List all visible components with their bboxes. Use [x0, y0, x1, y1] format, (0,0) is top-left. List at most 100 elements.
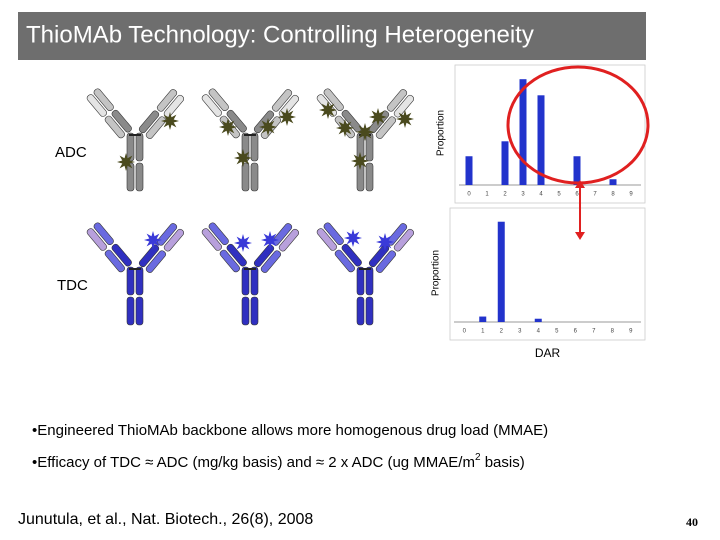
drug-payload	[278, 108, 296, 126]
chain-segment	[341, 243, 362, 267]
fc-chain	[126, 266, 135, 296]
drug-payload	[234, 149, 252, 167]
drug-payload	[376, 233, 394, 251]
chain-segment	[260, 250, 282, 273]
bar	[479, 316, 487, 322]
antibody	[86, 222, 185, 326]
antibody-arm	[253, 89, 300, 139]
drug-payload	[351, 152, 369, 170]
title: ThioMAb Technology: Controlling Heteroge…	[26, 21, 534, 48]
x-tick-label: 2	[500, 329, 504, 335]
x-tick-label: 3	[521, 192, 525, 198]
chain-segment	[375, 250, 397, 273]
x-tick-label: 0	[467, 192, 471, 198]
bar	[497, 221, 505, 322]
x-tick-label: 1	[485, 192, 489, 198]
chain-segment	[111, 243, 132, 267]
drug-payload	[369, 108, 387, 126]
bar	[534, 318, 542, 322]
chain-segment	[316, 228, 337, 251]
bar	[609, 179, 617, 185]
chain-segment	[334, 249, 355, 273]
chain-segment	[208, 88, 229, 112]
drug-payload	[219, 118, 237, 136]
chain-segment	[219, 249, 240, 273]
fc-chain	[135, 162, 144, 192]
bar	[465, 156, 473, 185]
x-tick-label: 7	[593, 192, 597, 198]
chain-segment	[163, 228, 185, 252]
antibody-arm	[368, 223, 415, 273]
chain-segment	[201, 228, 222, 251]
chain-segment	[323, 88, 344, 112]
antibody-arm	[86, 222, 132, 273]
drug-payload	[117, 153, 135, 171]
superscript: 2	[475, 452, 481, 463]
adc-label: ADC	[55, 144, 87, 161]
chain-segment	[226, 109, 247, 133]
antibody-arm	[138, 89, 185, 139]
chain-segment	[226, 243, 247, 267]
x-tick-label: 6	[574, 329, 578, 335]
chain-segment	[138, 110, 160, 134]
drug-payload	[161, 112, 179, 130]
x-tick-label: 6	[575, 192, 579, 198]
fc-chain	[250, 162, 259, 192]
tdc-label: TDC	[57, 277, 88, 294]
chain-segment	[138, 244, 160, 268]
chain-segment	[393, 228, 415, 252]
fc-chain	[250, 266, 259, 296]
y-axis-label: Proportion	[431, 250, 442, 296]
chain-segment	[278, 94, 300, 118]
fc-chain	[135, 266, 144, 296]
chain-segment	[386, 89, 408, 112]
fc-chain	[365, 162, 374, 192]
fc-chain	[365, 296, 374, 326]
drug-payload	[234, 234, 252, 252]
antibody	[201, 222, 300, 326]
drug-payload	[319, 101, 337, 119]
antibody-art	[86, 88, 415, 326]
bar	[519, 79, 527, 185]
chain-segment	[375, 116, 397, 139]
x-tick-label: 0	[463, 329, 467, 335]
antibody-arm	[138, 223, 185, 273]
antibody-arm	[86, 88, 132, 139]
arrow-head	[575, 180, 585, 188]
chain-segment	[145, 116, 167, 139]
fc-chain	[126, 296, 135, 326]
page-number: 40	[686, 515, 698, 529]
chain-segment	[86, 94, 107, 117]
fc-chain	[241, 266, 250, 296]
x-tick-label: 8	[611, 329, 615, 335]
x-tick-label: 7	[592, 329, 596, 335]
x-tick-label: 1	[481, 329, 485, 335]
highlight-ellipse	[506, 65, 650, 185]
fc-chain	[250, 296, 259, 326]
y-axis-label: Proportion	[436, 110, 447, 156]
antibody	[201, 88, 300, 192]
chain-segment	[86, 228, 107, 251]
fc-chain	[241, 162, 250, 192]
chain-segment	[253, 244, 275, 268]
bar	[573, 156, 581, 185]
fc-chain	[250, 132, 259, 162]
drug-payload	[261, 231, 279, 249]
fc-chain	[135, 132, 144, 162]
antibody-arm	[316, 222, 362, 273]
chain-segment	[208, 222, 229, 246]
drug-payload	[356, 123, 374, 141]
x-tick-label: 5	[557, 192, 561, 198]
fc-chain	[135, 296, 144, 326]
drug-payload	[336, 119, 354, 137]
drug-payload	[396, 110, 414, 128]
citation: Junutula, et al., Nat. Biotech., 26(8), …	[18, 511, 313, 528]
x-tick-label: 4	[539, 192, 543, 198]
x-tick-label: 5	[555, 329, 559, 335]
chain-segment	[156, 89, 178, 112]
x-tick-label: 2	[503, 192, 507, 198]
antibody	[316, 222, 415, 326]
x-tick-label: 4	[537, 329, 541, 335]
antibody-arm	[316, 88, 362, 139]
